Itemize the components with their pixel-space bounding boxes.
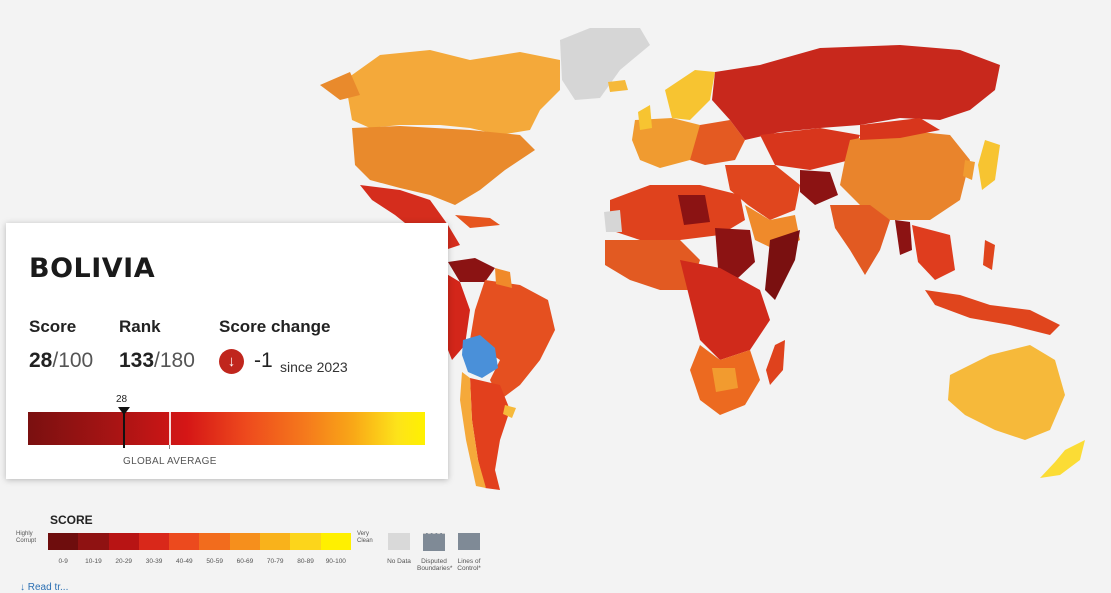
legend-disputed-label: Disputed Boundaries* xyxy=(417,558,453,572)
australia[interactable] xyxy=(948,345,1065,440)
brazil[interactable] xyxy=(470,280,555,400)
iceland[interactable] xyxy=(608,80,628,92)
scandinavia[interactable] xyxy=(665,70,715,120)
madagascar[interactable] xyxy=(766,340,785,385)
caribbean[interactable] xyxy=(455,215,500,228)
afghanistan[interactable] xyxy=(800,170,838,205)
rank-value: 133/180 xyxy=(119,349,195,372)
china[interactable] xyxy=(840,130,970,220)
legend-lines-label: Lines of Control* xyxy=(457,558,481,572)
legend-no-data-label: No Data xyxy=(387,558,411,565)
legend-color-0 xyxy=(48,533,79,550)
indonesia[interactable] xyxy=(925,290,1060,335)
legend-lines-swatch xyxy=(458,533,480,550)
global-average-label: GLOBAL AVERAGE xyxy=(123,456,217,467)
legend-range-label: 40-49 xyxy=(176,558,193,565)
chile[interactable] xyxy=(460,372,486,488)
legend-color-2 xyxy=(108,533,139,550)
read-more-link[interactable]: ↓ Read tr... xyxy=(20,582,69,593)
korea[interactable] xyxy=(963,160,975,180)
sudan[interactable] xyxy=(715,228,755,278)
score-change-value: -1 xyxy=(254,349,273,372)
legend-color-7 xyxy=(260,533,291,550)
score-value: 28/100 xyxy=(29,349,94,372)
country-name: BOLIVIA xyxy=(29,253,156,284)
central-africa[interactable] xyxy=(680,260,770,360)
legend-very-clean-label: Very Clean xyxy=(357,531,373,544)
western-sahara[interactable] xyxy=(604,210,622,232)
botswana[interactable] xyxy=(712,368,738,392)
legend-color-8 xyxy=(290,533,321,550)
legend-range-label: 10-19 xyxy=(85,558,102,565)
score-change-label: Score change xyxy=(219,317,331,336)
legend-range-labels: 0-9 10-19 20-29 30-39 40-49 50-59 60-69 70-79 80… xyxy=(48,558,351,565)
legend-range-label: 90-100 xyxy=(325,558,346,565)
southeast-asia[interactable] xyxy=(912,225,955,280)
venezuela[interactable] xyxy=(448,258,495,282)
japan[interactable] xyxy=(978,140,1000,190)
score-marker xyxy=(123,409,125,448)
score-change-since: since 2023 xyxy=(280,359,348,375)
libya[interactable] xyxy=(678,195,710,225)
greenland[interactable] xyxy=(560,28,650,100)
legend-highly-corrupt-label: Highly Corrupt xyxy=(16,531,37,544)
legend-color-9 xyxy=(320,533,351,550)
legend-range-label: 70-79 xyxy=(266,558,284,565)
central-asia[interactable] xyxy=(760,128,860,170)
legend-range-label: 20-29 xyxy=(115,558,133,565)
country-info-card: BOLIVIA Score Rank Score change 28/100 1… xyxy=(6,223,448,479)
new-zealand[interactable] xyxy=(1040,440,1085,478)
legend-color-bar xyxy=(48,533,351,550)
legend-color-3 xyxy=(138,533,170,550)
legend-title: SCORE xyxy=(50,513,93,527)
russia[interactable] xyxy=(712,45,1000,140)
mongolia[interactable] xyxy=(860,118,940,140)
guianas[interactable] xyxy=(495,268,512,288)
legend-range-label: 0-9 xyxy=(58,558,68,565)
legend-range-label: 30-39 xyxy=(145,558,163,565)
legend-range-label: 80-89 xyxy=(297,558,314,565)
score-label: Score xyxy=(29,317,77,336)
eastern-europe[interactable] xyxy=(690,120,745,165)
somalia[interactable] xyxy=(765,230,800,300)
argentina[interactable] xyxy=(470,378,510,490)
western-europe[interactable] xyxy=(632,118,705,168)
legend-color-1 xyxy=(78,533,109,550)
score-marker-label: 28 xyxy=(116,394,128,405)
uk[interactable] xyxy=(638,105,652,130)
middle-east[interactable] xyxy=(725,165,800,220)
bolivia[interactable] xyxy=(462,335,498,378)
philippines[interactable] xyxy=(983,240,995,270)
myanmar[interactable] xyxy=(895,220,912,255)
alaska[interactable] xyxy=(320,72,360,100)
legend-range-label: 60-69 xyxy=(236,558,254,565)
legend-disputed-swatch xyxy=(423,533,445,551)
legend-color-5 xyxy=(199,533,230,550)
global-average-tick xyxy=(169,445,170,449)
usa[interactable] xyxy=(352,126,535,205)
legend-range-label: 50-59 xyxy=(206,558,223,565)
west-africa[interactable] xyxy=(605,240,700,290)
legend-no-data-swatch xyxy=(388,533,410,550)
arrow-down-icon: ↓ xyxy=(219,349,244,374)
rank-label: Rank xyxy=(119,317,161,336)
canada[interactable] xyxy=(345,50,560,135)
uruguay[interactable] xyxy=(503,405,516,418)
score-scale-bar xyxy=(28,412,425,445)
legend-color-6 xyxy=(229,533,261,550)
north-africa[interactable] xyxy=(610,185,745,240)
global-average-marker xyxy=(169,412,171,445)
india[interactable] xyxy=(830,205,890,275)
legend-color-4 xyxy=(169,533,200,550)
